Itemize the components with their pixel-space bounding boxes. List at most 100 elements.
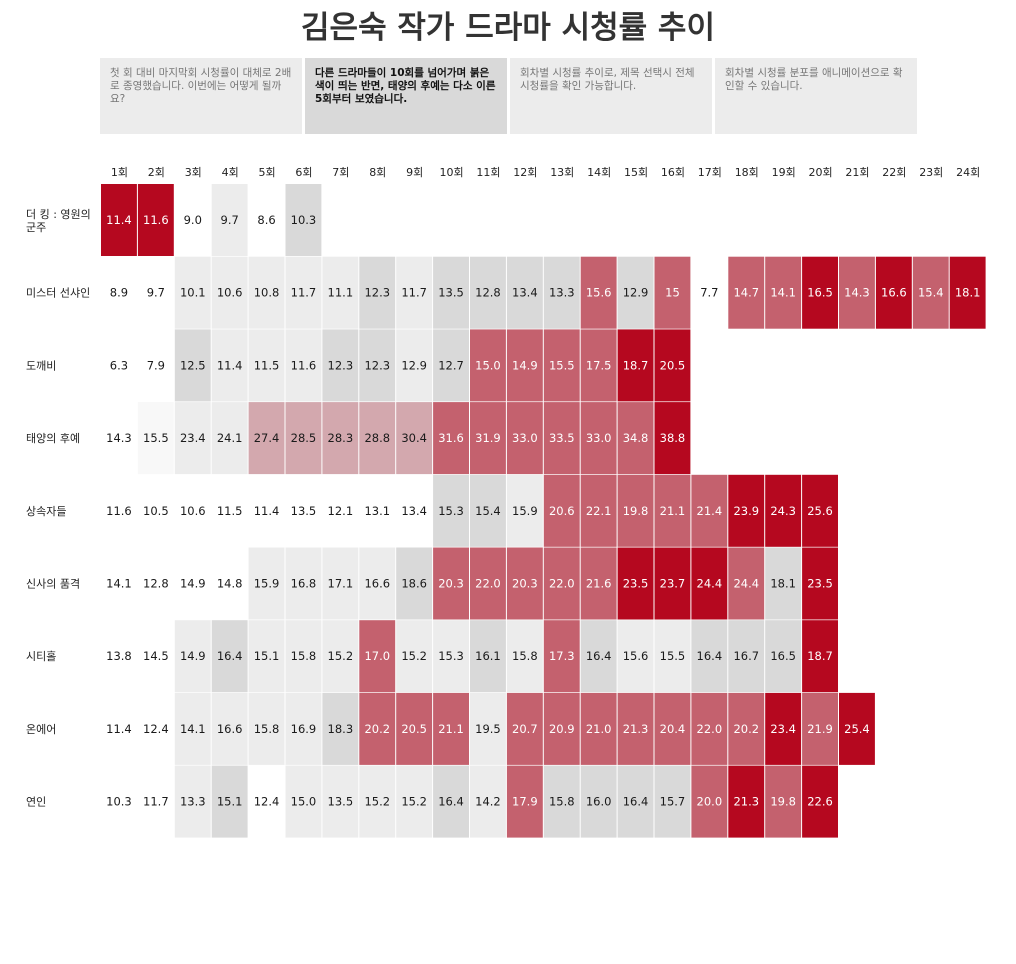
heatmap-cell[interactable] <box>506 256 543 329</box>
heatmap-cell[interactable] <box>285 184 322 256</box>
heatmap-cell[interactable] <box>433 765 469 838</box>
heatmap-cell[interactable] <box>396 329 433 402</box>
heatmap-cell[interactable] <box>617 547 654 620</box>
heatmap-cell[interactable] <box>654 256 691 329</box>
heatmap-cell[interactable] <box>433 547 469 620</box>
heatmap-cell[interactable] <box>654 547 691 620</box>
heatmap-cell[interactable] <box>211 329 248 402</box>
heatmap-cell[interactable] <box>470 547 506 620</box>
row-label[interactable]: 시티홀 <box>26 650 56 663</box>
heatmap-cell[interactable] <box>580 692 617 765</box>
heatmap-cell[interactable] <box>580 329 617 402</box>
heatmap-cell[interactable] <box>322 692 359 765</box>
row-label[interactable]: 미스터 선샤인 <box>26 287 90 300</box>
heatmap-cell[interactable] <box>728 765 765 838</box>
heatmap-cell[interactable] <box>728 474 765 547</box>
heatmap-cell[interactable] <box>433 402 469 475</box>
heatmap-cell[interactable] <box>285 402 322 475</box>
heatmap-cell[interactable] <box>506 474 543 547</box>
heatmap-cell[interactable] <box>359 692 396 765</box>
heatmap-cell[interactable] <box>101 474 137 547</box>
row-label[interactable]: 신사의 품격 <box>26 578 80 591</box>
heatmap-cell[interactable] <box>359 329 396 402</box>
heatmap-cell[interactable] <box>101 547 137 620</box>
heatmap-cell[interactable] <box>433 329 469 402</box>
heatmap-cell[interactable] <box>765 474 802 547</box>
row-label[interactable]: 도깨비 <box>26 359 56 372</box>
heatmap-cell[interactable] <box>285 620 322 693</box>
heatmap-cell[interactable] <box>691 547 728 620</box>
heatmap-cell[interactable] <box>765 256 802 329</box>
heatmap-cell[interactable] <box>506 620 543 693</box>
heatmap-cell[interactable] <box>174 620 211 693</box>
heatmap-cell[interactable] <box>765 620 802 693</box>
row-label[interactable]: 더 킹 : 영원의 군주 <box>26 208 91 234</box>
heatmap-cell[interactable] <box>137 547 174 620</box>
heatmap-cell[interactable] <box>543 547 580 620</box>
heatmap-cell[interactable] <box>211 402 248 475</box>
heatmap-cell[interactable] <box>322 402 359 475</box>
heatmap-cell[interactable] <box>137 765 174 838</box>
row-label[interactable]: 상속자들 <box>26 505 66 518</box>
heatmap-cell[interactable] <box>543 256 580 329</box>
heatmap-cell[interactable] <box>174 765 211 838</box>
heatmap-cell[interactable] <box>322 765 359 838</box>
heatmap-cell[interactable] <box>359 547 396 620</box>
heatmap-cell[interactable] <box>654 329 691 402</box>
heatmap-cell[interactable] <box>802 474 838 547</box>
heatmap-cell[interactable] <box>433 474 469 547</box>
heatmap-cell[interactable] <box>137 329 174 402</box>
heatmap-cell[interactable] <box>506 402 543 475</box>
heatmap-cell[interactable] <box>580 402 617 475</box>
heatmap-cell[interactable] <box>543 402 580 475</box>
heatmap-cell[interactable] <box>248 547 285 620</box>
heatmap-cell[interactable] <box>506 765 543 838</box>
heatmap-cell[interactable] <box>322 329 359 402</box>
heatmap-cell[interactable] <box>137 620 174 693</box>
heatmap-cell[interactable] <box>101 402 137 475</box>
heatmap-cell[interactable] <box>137 474 174 547</box>
heatmap-cell[interactable] <box>174 692 211 765</box>
heatmap-cell[interactable] <box>211 547 248 620</box>
heatmap-cell[interactable] <box>949 256 986 329</box>
heatmap-cell[interactable] <box>248 474 285 547</box>
heatmap-cell[interactable] <box>506 329 543 402</box>
heatmap-cell[interactable] <box>728 547 765 620</box>
heatmap-cell[interactable] <box>101 620 137 693</box>
heatmap-cell[interactable] <box>248 329 285 402</box>
heatmap-cell[interactable] <box>322 256 359 329</box>
heatmap-cell[interactable] <box>396 620 433 693</box>
heatmap-cell[interactable] <box>396 765 433 838</box>
heatmap-cell[interactable] <box>470 765 506 838</box>
heatmap-cell[interactable] <box>580 765 617 838</box>
heatmap-cell[interactable] <box>543 329 580 402</box>
heatmap-cell[interactable] <box>617 329 654 402</box>
heatmap-cell[interactable] <box>174 402 211 475</box>
heatmap-cell[interactable] <box>211 474 248 547</box>
heatmap-cell[interactable] <box>617 765 654 838</box>
heatmap-cell[interactable] <box>617 474 654 547</box>
row-label[interactable]: 연인 <box>26 796 46 809</box>
heatmap-cell[interactable] <box>470 474 506 547</box>
heatmap-cell[interactable] <box>359 256 396 329</box>
heatmap-cell[interactable] <box>802 256 838 329</box>
heatmap-cell[interactable] <box>248 402 285 475</box>
heatmap-cell[interactable] <box>101 765 137 838</box>
heatmap-cell[interactable] <box>470 620 506 693</box>
heatmap-cell[interactable] <box>101 184 137 256</box>
heatmap-cell[interactable] <box>396 402 433 475</box>
heatmap-cell[interactable] <box>543 620 580 693</box>
heatmap-cell[interactable] <box>396 256 433 329</box>
heatmap-cell[interactable] <box>359 765 396 838</box>
heatmap-cell[interactable] <box>728 256 765 329</box>
story-step-4[interactable]: 회차별 시청률 분포를 애니메이션으로 확인할 수 있습니다. <box>715 58 917 134</box>
heatmap-cell[interactable] <box>211 765 248 838</box>
heatmap-cell[interactable] <box>543 765 580 838</box>
heatmap-cell[interactable] <box>359 474 396 547</box>
heatmap-cell[interactable] <box>839 256 875 329</box>
heatmap-cell[interactable] <box>211 184 248 256</box>
heatmap-cell[interactable] <box>506 547 543 620</box>
heatmap-cell[interactable] <box>617 692 654 765</box>
heatmap-cell[interactable] <box>543 692 580 765</box>
heatmap-cell[interactable] <box>211 256 248 329</box>
